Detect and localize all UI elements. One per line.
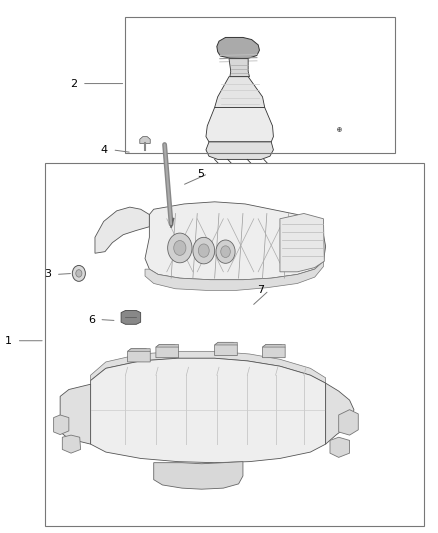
Polygon shape [330,437,350,457]
Circle shape [198,244,209,257]
Polygon shape [91,351,325,383]
Text: 4: 4 [101,145,108,155]
Polygon shape [206,108,273,142]
Polygon shape [215,342,237,356]
Polygon shape [339,410,358,435]
Polygon shape [121,311,141,324]
Polygon shape [145,261,323,290]
Polygon shape [206,142,273,159]
Polygon shape [229,59,250,77]
Circle shape [221,246,230,257]
Text: 2: 2 [71,78,78,88]
Polygon shape [215,342,237,345]
Polygon shape [60,384,91,444]
Text: 5: 5 [197,169,204,179]
Polygon shape [262,344,285,347]
Polygon shape [91,358,325,463]
Circle shape [216,240,235,263]
Polygon shape [127,349,150,362]
Circle shape [174,240,186,255]
Circle shape [72,265,85,281]
Polygon shape [53,415,69,434]
Bar [125,17,395,152]
Text: 6: 6 [88,314,95,325]
Polygon shape [145,202,325,280]
Polygon shape [262,344,285,358]
Polygon shape [95,207,149,253]
Polygon shape [325,383,354,444]
Polygon shape [62,435,81,453]
Polygon shape [217,37,259,59]
Circle shape [76,270,82,277]
Polygon shape [127,349,150,351]
Text: 7: 7 [258,285,265,295]
Polygon shape [156,344,179,347]
Text: 3: 3 [44,270,51,279]
Polygon shape [154,462,243,489]
Circle shape [168,233,192,263]
Polygon shape [140,136,150,143]
Text: 1: 1 [5,336,12,346]
Bar [45,163,424,526]
Circle shape [193,237,215,264]
Polygon shape [280,214,324,272]
Polygon shape [156,344,179,358]
Polygon shape [215,77,265,108]
